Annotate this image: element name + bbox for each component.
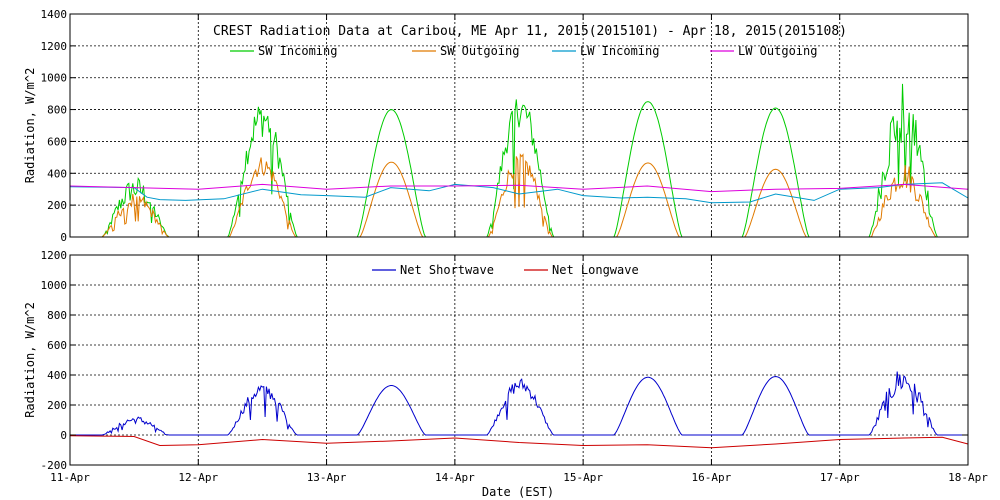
x-axis-title: Date (EST): [482, 485, 554, 499]
plot-frame: [69, 13, 969, 238]
y-tick-label: 1000: [41, 279, 68, 292]
legend-label-lw-incoming: LW Incoming: [580, 44, 659, 58]
y-axis-title: Radiation, W/m^2: [23, 302, 37, 418]
x-tick-label: 12-Apr: [178, 471, 218, 484]
y-tick-label: 1400: [41, 8, 68, 21]
x-tick-label: 18-Apr: [948, 471, 988, 484]
plot-frame: [69, 254, 969, 466]
y-tick-label: 0: [60, 429, 67, 442]
series-line-lw-outgoing: [69, 183, 969, 193]
x-tick-labels: 11-Apr 12-Apr 13-Apr 14-Apr 15-Apr 16-Apr 17-A…: [50, 471, 988, 484]
series-line-sw-outgoing: [70, 153, 968, 238]
y-tick-label: 1000: [41, 72, 68, 85]
y-tick-label: 1200: [41, 249, 68, 262]
x-tick-label: 14-Apr: [435, 471, 475, 484]
y-tick-label: 800: [47, 104, 67, 117]
x-tick-label: 13-Apr: [307, 471, 347, 484]
legend-label-sw-incoming: SW Incoming: [258, 44, 337, 58]
y-tick-label: 200: [47, 199, 67, 212]
y-tick-label: 1200: [41, 40, 68, 53]
series-line-sw-incoming: [70, 83, 968, 238]
y-tick-label: 0: [60, 231, 67, 244]
x-tick-label: 16-Apr: [692, 471, 732, 484]
bottom-panel: Net Shortwave Net Longwave -200 0 200 400 600 8…: [23, 249, 969, 472]
series-line-net-shortwave: [70, 371, 968, 436]
y-tick-label: -200: [41, 459, 68, 472]
x-tick-label: 17-Apr: [820, 471, 860, 484]
legend-label-net-longwave: Net Longwave: [552, 263, 639, 277]
top-panel: SW Incoming SW Outgoing LW Incoming LW Outg…: [23, 8, 969, 244]
x-tick-label: 11-Apr: [50, 471, 90, 484]
y-tick-label: 400: [47, 369, 67, 382]
y-axis-title: Radiation, W/m^2: [23, 68, 37, 184]
legend-label-sw-outgoing: SW Outgoing: [440, 44, 519, 58]
x-tick-label: 15-Apr: [563, 471, 603, 484]
y-tick-label: 400: [47, 167, 67, 180]
series-line-lw-incoming: [69, 182, 969, 204]
series-line-net-longwave: [69, 435, 969, 449]
y-tick-label: 600: [47, 135, 67, 148]
y-tick-label: 200: [47, 399, 67, 412]
legend-label-lw-outgoing: LW Outgoing: [738, 44, 817, 58]
y-tick-label: 800: [47, 309, 67, 322]
chart-title: CREST Radiation Data at Caribou, ME Apr …: [213, 24, 847, 39]
legend-label-net-shortwave: Net Shortwave: [400, 263, 494, 277]
y-tick-label: 600: [47, 339, 67, 352]
